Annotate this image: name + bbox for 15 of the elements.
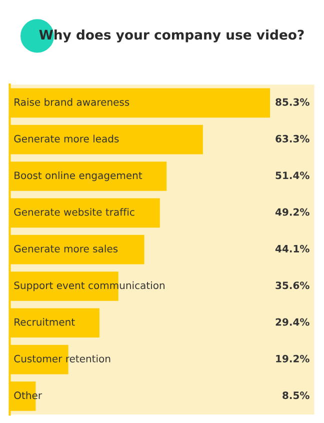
y-tick-label: Generate website traffic — [14, 208, 134, 216]
data-label: 63.3% — [276, 134, 310, 142]
data-label: 8.5% — [282, 392, 310, 400]
data-label: 49.2% — [275, 208, 310, 216]
y-tick-label: Recruitment — [14, 318, 75, 326]
y-tick-label: Raise brand awareness — [14, 98, 130, 106]
data-label: 19.2% — [276, 354, 310, 362]
data-label: 51.4% — [276, 172, 310, 180]
data-label: 85.3% — [276, 98, 310, 106]
y-tick-label: Generate more sales — [14, 244, 118, 252]
data-label: 35.6% — [276, 282, 310, 290]
data-label: 29.4% — [276, 318, 310, 326]
data-label: 44.1% — [275, 244, 310, 252]
y-tick-label: Generate more leads — [14, 134, 119, 142]
y-tick-label: Boost online engagement — [14, 171, 142, 182]
